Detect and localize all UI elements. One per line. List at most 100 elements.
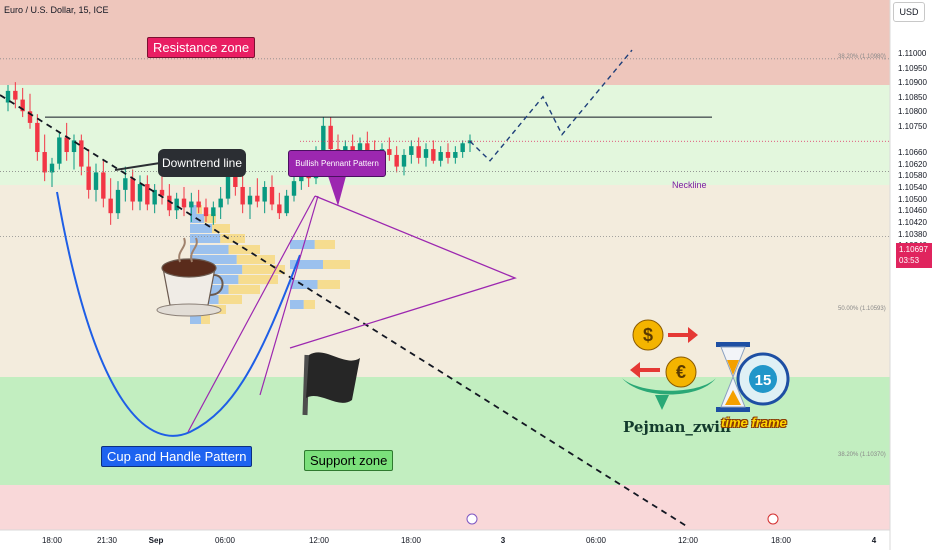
- resistance-zone: [0, 0, 890, 85]
- price-tick-label: 1.10460: [898, 206, 927, 215]
- volume-profile-bar: [238, 275, 278, 284]
- volume-profile-bar: [220, 234, 245, 243]
- candle-body: [20, 99, 25, 112]
- price-tick-label: 1.10950: [898, 64, 927, 73]
- candle-body: [79, 140, 84, 167]
- flagpole-line: [259, 195, 319, 396]
- downtrend-line: [0, 94, 689, 528]
- price-tick-label: 1.10620: [898, 160, 927, 169]
- candle-body: [401, 154, 407, 167]
- candle-body: [115, 189, 121, 214]
- upper-band: [0, 85, 890, 185]
- candle-body: [86, 166, 91, 190]
- fib-level-mid-label: 50.00% (1.10593): [838, 306, 886, 312]
- pennant-triangle: [289, 195, 517, 349]
- symbol-title: Euro / U.S. Dollar, 15, ICE: [4, 5, 109, 15]
- volume-profile-bar: [303, 300, 315, 309]
- volume-profile-bar: [190, 245, 229, 254]
- candle-body: [196, 201, 201, 208]
- euro-icon: €: [676, 362, 686, 382]
- candle-body: [387, 149, 392, 155]
- volume-profile-bar: [190, 224, 212, 233]
- volume-profile-bar: [236, 255, 275, 264]
- candle-body: [167, 195, 172, 211]
- candle-body: [218, 198, 223, 208]
- volume-profile-bar: [323, 260, 350, 269]
- candle-body: [13, 90, 18, 100]
- candle-body: [152, 189, 157, 205]
- price-tick-label: 1.10540: [898, 183, 927, 192]
- projection-path: [469, 49, 633, 162]
- fib-level-top-label: 38.20% (1.10980): [838, 54, 886, 60]
- candle-body: [42, 152, 47, 173]
- candle-body: [394, 154, 399, 167]
- volume-profile-bar: [290, 280, 318, 289]
- volume-profile-bar: [314, 240, 335, 249]
- price-tick-label: 1.10750: [898, 122, 927, 131]
- volume-profile-bar: [218, 295, 242, 304]
- time-tick-label: Sep: [149, 536, 164, 545]
- volume-profile-bar: [290, 240, 315, 249]
- time-tick-label: 12:00: [678, 536, 699, 545]
- price-tick-label: 1.10900: [898, 78, 927, 87]
- bullish-pennant-label: Bullish Pennant Pattern: [288, 150, 386, 177]
- candle-body: [240, 186, 245, 205]
- candle-body: [71, 140, 77, 153]
- candle-body: [453, 152, 458, 158]
- time-tick-label: 3: [501, 536, 506, 545]
- time-tick-label: 18:00: [771, 536, 792, 545]
- price-tick-label: 1.10580: [898, 171, 927, 180]
- candle-body: [409, 146, 414, 155]
- volume-profile-bar: [228, 285, 260, 294]
- currency-exchange-icon: $€: [622, 319, 716, 410]
- candle-body: [225, 166, 231, 199]
- support-zone: [0, 377, 890, 485]
- time-tick-label: 12:00: [309, 536, 330, 545]
- candle-body: [431, 149, 436, 161]
- candle-body: [328, 125, 333, 150]
- candle-body: [269, 186, 275, 205]
- last-price: 1.10697: [899, 245, 928, 254]
- volume-profile-bar: [228, 245, 260, 254]
- candle-body: [5, 90, 11, 103]
- candle-body: [460, 143, 465, 153]
- time-tick-label: 21:30: [97, 536, 118, 545]
- candle-body: [203, 207, 209, 217]
- hourglass-icon: [716, 342, 750, 412]
- coffee-cup-icon: [156, 237, 224, 317]
- price-tick-label: 1.10660: [898, 148, 927, 157]
- flagpole-line: [187, 195, 316, 433]
- cup-handle-label: Cup and Handle Pattern: [101, 446, 253, 467]
- candle-body: [123, 178, 128, 190]
- volume-profile-bar: [204, 214, 216, 223]
- candle-body: [159, 189, 165, 196]
- candle-body: [57, 137, 62, 164]
- candle-body: [64, 137, 69, 153]
- volume-profile-bar: [290, 300, 304, 309]
- volume-profile-bar: [201, 315, 210, 324]
- candle-body: [277, 204, 282, 214]
- candle-body: [416, 146, 421, 158]
- volume-profile-bar: [290, 260, 323, 269]
- time-axis-panel: [0, 530, 890, 550]
- drawings: $€ 15: [0, 49, 890, 528]
- candle-body: [438, 152, 443, 161]
- candle-body: [211, 207, 216, 217]
- candle-body: [174, 198, 179, 211]
- candle-body: [101, 172, 106, 199]
- price-tick-label: 1.10800: [898, 107, 927, 116]
- volume-profile-bar: [212, 224, 230, 233]
- currency-button[interactable]: USD: [893, 2, 925, 22]
- volume-profile-bar: [317, 280, 340, 289]
- volume-profile-bar: [190, 234, 221, 243]
- author-name: Pejman_zwin: [623, 418, 731, 436]
- volume-profile-bar: [242, 265, 285, 274]
- fib-level-bottom-label: 38.20% (1.10370): [838, 452, 886, 458]
- candle-body: [423, 149, 429, 158]
- price-tick-label: 1.11000: [898, 49, 927, 58]
- candle-body: [35, 122, 40, 153]
- candle-body: [445, 152, 451, 158]
- candle-body: [189, 201, 194, 208]
